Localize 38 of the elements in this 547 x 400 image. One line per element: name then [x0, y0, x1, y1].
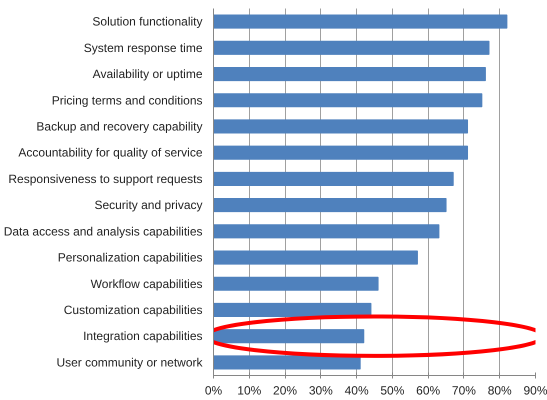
- bar: [214, 250, 418, 265]
- x-tick-label: 50%: [380, 384, 405, 398]
- x-tick-label: 90%: [523, 384, 547, 398]
- y-tick-label: Customization capabilities: [64, 302, 202, 317]
- y-tick-label: Workflow capabilities: [90, 276, 203, 291]
- y-tick-label: Responsiveness to support requests: [8, 172, 202, 186]
- y-tick-label: Personalization capabilities: [58, 250, 202, 265]
- bar: [214, 224, 440, 238]
- x-tick-label: 30%: [308, 384, 334, 398]
- y-tick-label: Integration capabilities: [83, 329, 203, 344]
- y-tick-label: Availability or uptime: [92, 67, 203, 82]
- x-tick-label: 60%: [416, 384, 441, 398]
- bar: [214, 119, 468, 134]
- y-tick-label: Data access and analysis capabilities: [4, 224, 203, 238]
- x-tick-label: 70%: [452, 384, 476, 398]
- x-tick-label: 80%: [488, 384, 512, 398]
- bar: [214, 355, 361, 370]
- bar: [214, 93, 482, 108]
- y-tick-label: Pricing terms and conditions: [52, 93, 203, 108]
- bar: [214, 146, 468, 160]
- y-tick-label: Solution functionality: [92, 14, 203, 29]
- y-tick-label: System response time: [84, 40, 203, 55]
- bar: [214, 14, 508, 29]
- y-tick-label: User community or network: [56, 355, 204, 370]
- x-tick-label: 40%: [344, 384, 369, 398]
- bar: [214, 66, 486, 82]
- y-tick-label: Security and privacy: [94, 198, 202, 212]
- y-tick-label: Accountability for quality of service: [18, 146, 203, 160]
- bar: [214, 302, 372, 318]
- bar: [214, 40, 490, 55]
- x-tick-label: 10%: [237, 384, 262, 398]
- bar: [214, 329, 364, 344]
- x-tick-label: 0%: [204, 384, 222, 398]
- x-tick-label: 20%: [273, 384, 298, 398]
- bar: [214, 198, 447, 212]
- bar: [214, 172, 454, 186]
- bar: [214, 276, 379, 291]
- y-tick-label: Backup and recovery capability: [36, 119, 203, 134]
